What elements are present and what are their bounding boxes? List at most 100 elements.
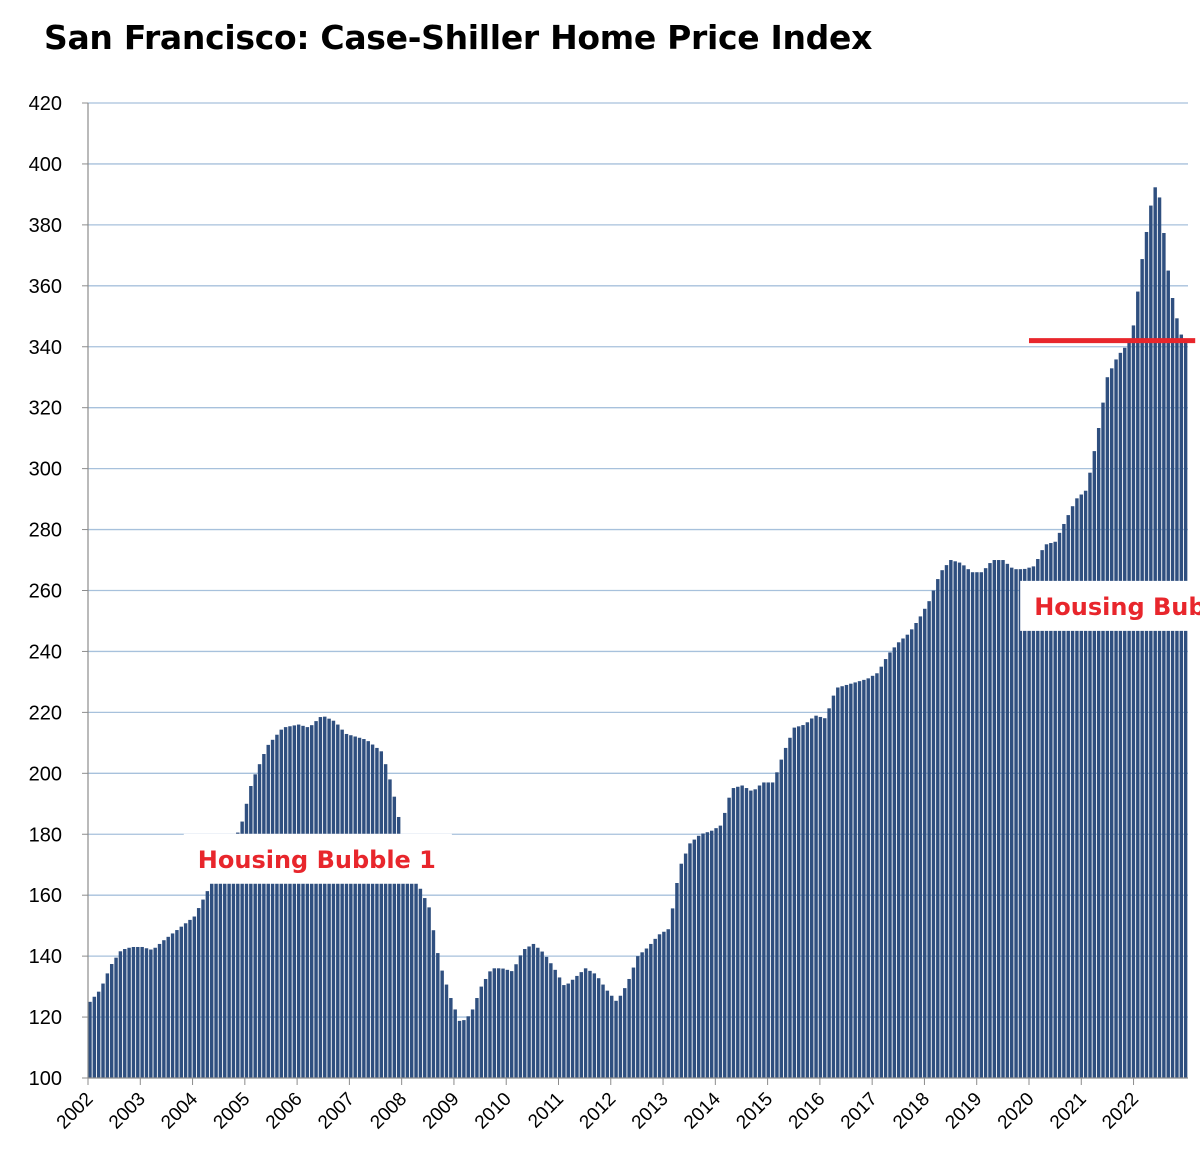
data-bar (1018, 569, 1023, 1078)
data-bar (283, 727, 288, 1078)
data-bar (1131, 325, 1136, 1078)
y-tick-label: 380 (29, 215, 62, 237)
data-bar (314, 721, 318, 1078)
x-tick-label: 2003 (105, 1089, 150, 1134)
data-bar (953, 561, 957, 1078)
x-tick-label: 2021 (1046, 1089, 1091, 1134)
data-bar (909, 629, 914, 1078)
data-bar (88, 1001, 92, 1078)
y-tick-label: 360 (29, 276, 62, 298)
data-bar (631, 967, 636, 1078)
data-bar (1014, 569, 1018, 1078)
data-bar (779, 759, 784, 1078)
data-bar (1049, 543, 1053, 1078)
data-bar (1036, 559, 1040, 1078)
data-bar (740, 785, 744, 1078)
y-tick-label: 100 (29, 1068, 62, 1090)
data-bar (818, 716, 823, 1078)
data-bar (849, 683, 853, 1078)
data-bar (118, 951, 123, 1078)
data-bar (1044, 544, 1049, 1078)
data-bar (479, 986, 484, 1078)
data-bar (983, 568, 988, 1078)
data-bar (1170, 298, 1175, 1078)
data-bar (144, 948, 149, 1078)
data-bar (731, 788, 736, 1078)
data-bar (188, 919, 192, 1078)
data-bar (766, 782, 770, 1078)
data-bar (896, 642, 901, 1078)
y-tick-label: 140 (29, 946, 62, 968)
data-bar (718, 825, 723, 1078)
data-bar (462, 1020, 466, 1078)
data-bar (836, 687, 840, 1078)
x-tick-label: 2009 (419, 1089, 464, 1134)
data-bar (1092, 451, 1097, 1078)
y-tick-label: 320 (29, 398, 62, 420)
data-bar (796, 726, 801, 1078)
data-bar (596, 978, 601, 1078)
data-bar (1062, 523, 1066, 1078)
data-bar (814, 715, 818, 1078)
data-bar (1153, 187, 1157, 1078)
data-bar (853, 682, 857, 1078)
data-bar (905, 634, 910, 1078)
data-bar (883, 659, 888, 1078)
y-tick-label: 300 (29, 459, 62, 481)
data-bar (175, 930, 179, 1078)
data-bar (183, 923, 188, 1078)
data-bar (714, 828, 718, 1078)
data-bar (266, 744, 270, 1078)
data-bar (940, 570, 944, 1078)
data-bar (609, 995, 614, 1078)
data-bar (296, 724, 301, 1078)
data-bar (831, 695, 836, 1078)
x-tick-label: 2005 (210, 1089, 255, 1134)
data-bar (1096, 428, 1101, 1078)
data-bar (1166, 270, 1170, 1078)
data-bar (353, 736, 357, 1078)
data-bar (1040, 550, 1044, 1078)
data-bar (679, 863, 684, 1078)
data-bar (218, 867, 223, 1078)
annotation-label: Housing Bubble 1 (198, 846, 436, 874)
x-tick-label: 2014 (680, 1088, 725, 1133)
data-bar (288, 726, 292, 1078)
data-bar (736, 786, 740, 1078)
data-bar (583, 968, 588, 1078)
data-bar (505, 969, 510, 1078)
data-bar (240, 821, 244, 1078)
x-tick-label: 2007 (314, 1089, 359, 1134)
y-tick-label: 240 (29, 641, 62, 663)
data-bar (1179, 334, 1184, 1078)
y-tick-label: 160 (29, 885, 62, 907)
data-bar (1140, 259, 1144, 1078)
data-bar (966, 569, 970, 1078)
data-bar (1009, 567, 1014, 1078)
data-bar (92, 996, 97, 1078)
data-bar (675, 883, 679, 1078)
data-bar (657, 934, 662, 1078)
data-bar (875, 673, 879, 1078)
data-bar (653, 938, 657, 1078)
data-bar (944, 565, 949, 1078)
x-tick-label: 2018 (889, 1089, 934, 1134)
data-bar (627, 978, 631, 1078)
data-bar (305, 727, 310, 1078)
x-tick-label: 2002 (53, 1089, 98, 1134)
data-bar (783, 747, 788, 1078)
data-bar (379, 751, 384, 1078)
data-bar (136, 946, 140, 1078)
data-bar (423, 898, 427, 1078)
data-bar (570, 979, 575, 1078)
data-bar (557, 977, 562, 1078)
data-bar (753, 789, 757, 1078)
data-bar (301, 725, 305, 1078)
data-bar (566, 983, 570, 1078)
data-bar (749, 790, 753, 1078)
data-bar (709, 830, 714, 1078)
data-bar (979, 572, 984, 1078)
data-bar (575, 975, 579, 1078)
data-bar (153, 947, 157, 1078)
data-bar (640, 952, 644, 1078)
